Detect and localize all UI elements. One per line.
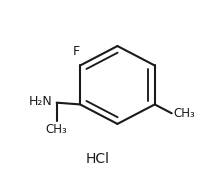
Text: CH₃: CH₃ [174, 107, 195, 120]
Text: CH₃: CH₃ [46, 123, 68, 136]
Text: F: F [73, 45, 80, 58]
Text: H₂N: H₂N [29, 95, 52, 108]
Text: HCl: HCl [86, 152, 110, 166]
